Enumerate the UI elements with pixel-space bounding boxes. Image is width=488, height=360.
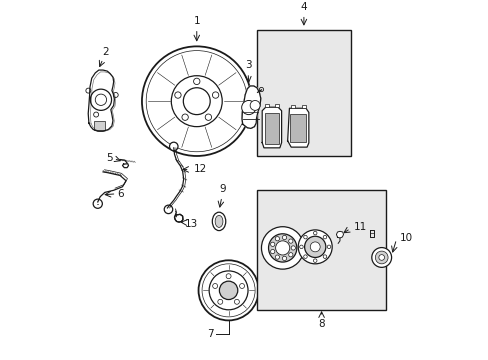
Bar <box>264 113 278 144</box>
Circle shape <box>323 255 326 258</box>
Circle shape <box>282 235 286 240</box>
Circle shape <box>241 100 255 114</box>
Circle shape <box>275 241 289 255</box>
Polygon shape <box>336 231 343 238</box>
Circle shape <box>193 78 200 85</box>
Circle shape <box>205 114 211 120</box>
Polygon shape <box>122 164 128 168</box>
Bar <box>302 105 305 108</box>
Text: 2: 2 <box>102 47 109 57</box>
Bar <box>94 121 104 130</box>
Circle shape <box>371 248 391 267</box>
Bar <box>274 104 278 107</box>
Ellipse shape <box>215 215 223 228</box>
Circle shape <box>182 114 188 120</box>
Circle shape <box>275 255 279 259</box>
Text: 11: 11 <box>353 222 366 232</box>
Polygon shape <box>242 86 260 129</box>
Circle shape <box>270 249 274 254</box>
Circle shape <box>169 142 178 151</box>
Bar <box>264 104 269 107</box>
Circle shape <box>225 274 231 279</box>
Circle shape <box>323 235 326 239</box>
Circle shape <box>375 251 387 264</box>
Circle shape <box>326 245 330 249</box>
Circle shape <box>219 281 237 300</box>
Text: 13: 13 <box>185 219 198 229</box>
Circle shape <box>313 259 316 262</box>
Circle shape <box>288 253 292 257</box>
Circle shape <box>268 234 296 262</box>
Circle shape <box>217 299 223 304</box>
Bar <box>290 105 294 108</box>
Circle shape <box>309 242 320 252</box>
Text: 9: 9 <box>219 184 225 194</box>
Text: 8: 8 <box>318 319 324 329</box>
Text: 6: 6 <box>117 189 124 199</box>
Text: 12: 12 <box>194 165 207 175</box>
Circle shape <box>164 205 172 213</box>
Polygon shape <box>262 107 281 148</box>
Polygon shape <box>287 108 308 147</box>
Bar <box>256 190 385 310</box>
Circle shape <box>198 260 258 320</box>
Ellipse shape <box>212 212 225 231</box>
Text: 4: 4 <box>300 2 306 12</box>
Circle shape <box>282 256 286 261</box>
Circle shape <box>270 242 274 246</box>
Circle shape <box>212 92 218 98</box>
Circle shape <box>209 271 247 310</box>
Circle shape <box>250 100 260 111</box>
Circle shape <box>261 227 303 269</box>
Circle shape <box>113 93 118 98</box>
Circle shape <box>288 239 292 243</box>
Circle shape <box>378 255 384 260</box>
Circle shape <box>275 237 279 241</box>
Circle shape <box>86 88 91 93</box>
Circle shape <box>93 199 102 208</box>
Circle shape <box>303 255 306 258</box>
Circle shape <box>313 231 316 235</box>
Circle shape <box>303 235 306 239</box>
Circle shape <box>234 299 239 304</box>
Circle shape <box>290 246 295 250</box>
Polygon shape <box>174 214 183 222</box>
Circle shape <box>239 284 244 288</box>
Text: 3: 3 <box>244 60 251 70</box>
Circle shape <box>304 236 325 257</box>
Bar <box>290 113 305 142</box>
Text: 7: 7 <box>207 329 213 339</box>
Text: 1: 1 <box>193 16 200 26</box>
Circle shape <box>94 112 99 117</box>
Circle shape <box>212 284 217 288</box>
Circle shape <box>174 92 181 98</box>
Bar <box>256 31 350 156</box>
Text: 5: 5 <box>106 153 113 163</box>
Circle shape <box>299 245 303 249</box>
Circle shape <box>298 230 331 264</box>
Text: 10: 10 <box>399 233 412 243</box>
